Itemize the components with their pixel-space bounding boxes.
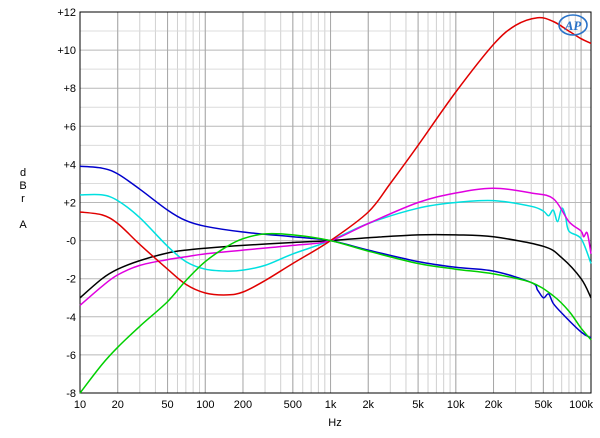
series-layer: [79, 16, 592, 394]
y-tick-label: -2: [66, 274, 76, 286]
series-line-1: [79, 233, 592, 299]
y-tick-label: +2: [63, 198, 76, 210]
x-tick-label: 10k: [447, 399, 465, 411]
x-tick-label: 100k: [569, 399, 593, 411]
y-axis-label-char: r: [21, 193, 25, 205]
series-line-4: [79, 187, 592, 306]
y-axis-label-char: B: [19, 180, 26, 192]
x-tick-label: 500: [284, 399, 302, 411]
x-tick-label: 1k: [325, 399, 337, 411]
y-tick-label: +6: [63, 121, 76, 133]
x-tick-labels: 10 20 50 100 200 500 1k 2k 5k 10k 20k 50k 100k: [74, 399, 594, 411]
y-tick-label: -8: [66, 388, 76, 400]
y-tick-label: +10: [57, 45, 76, 57]
logo-text: AP: [564, 18, 583, 33]
y-tick-labels: +12 +10 +8 +6 +4 +2 -0 -2 -4 -6 -8: [57, 7, 76, 400]
y-tick-label: -4: [66, 312, 76, 324]
y-axis-label-char: A: [19, 219, 27, 231]
x-tick-label: 200: [234, 399, 252, 411]
series-line-5: [79, 16, 592, 296]
x-tick-label: 2k: [362, 399, 374, 411]
y-tick-label: -0: [66, 236, 76, 248]
x-tick-label: 100: [196, 399, 214, 411]
x-tick-label: 50k: [534, 399, 552, 411]
x-tick-label: 10: [74, 399, 86, 411]
series-line-2: [79, 165, 592, 339]
y-tick-label: +4: [63, 159, 76, 171]
plot-frame: [79, 11, 592, 394]
grid-major: [79, 12, 582, 393]
y-tick-label: +8: [63, 83, 76, 95]
series-line-6: [79, 232, 592, 394]
x-tick-label: 20: [112, 399, 124, 411]
x-tick-label: 50: [161, 399, 173, 411]
logo-ring: [558, 14, 588, 36]
x-tick-label: 5k: [412, 399, 424, 411]
audio-precision-logo: AP: [558, 14, 588, 36]
y-tick-label: +12: [57, 7, 76, 19]
x-axis-label: Hz: [328, 417, 341, 429]
y-axis-label: dBr A: [19, 167, 27, 231]
y-tick-label: -6: [66, 350, 76, 362]
x-tick-label: 20k: [485, 399, 503, 411]
y-axis-label-char: d: [20, 167, 26, 179]
